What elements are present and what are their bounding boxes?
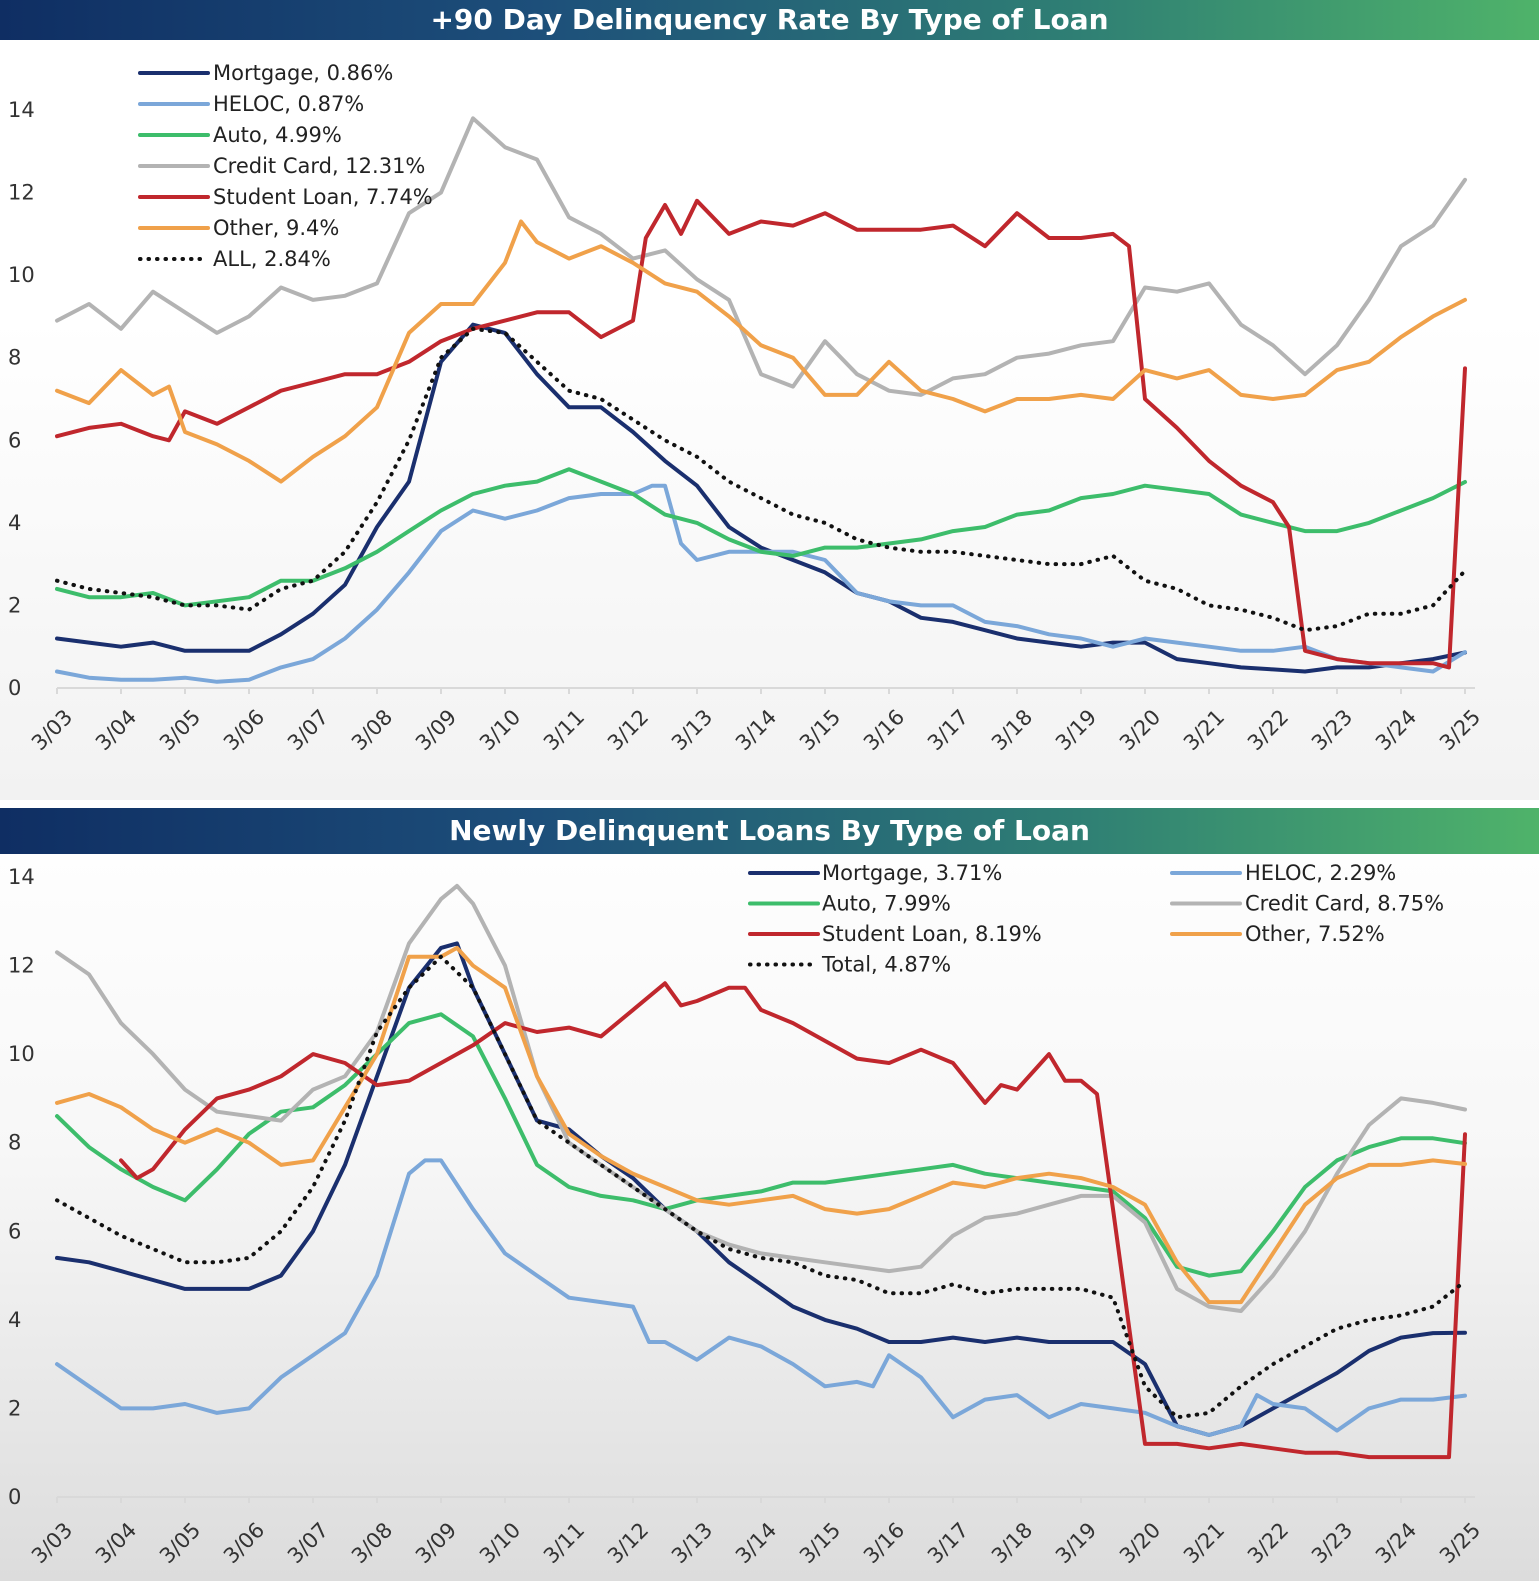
legend-label: Total, 4.87% bbox=[821, 953, 951, 977]
x-tick-label: 3/16 bbox=[859, 705, 909, 755]
legend-label: Other, 9.4% bbox=[213, 216, 339, 240]
legend-label: Mortgage, 0.86% bbox=[213, 61, 393, 85]
legend-label: Student Loan, 8.19% bbox=[822, 922, 1042, 946]
series-line-heloc bbox=[55, 483, 1467, 684]
x-tick-label: 3/22 bbox=[1243, 1518, 1293, 1568]
x-tick-label: 3/22 bbox=[1243, 705, 1293, 755]
series-line-student-loan bbox=[55, 198, 1467, 670]
x-tick-label: 3/06 bbox=[219, 705, 269, 755]
y-tick-label: 8 bbox=[8, 1131, 21, 1155]
series-line-mortgage bbox=[55, 941, 1467, 1437]
x-tick-label: 3/20 bbox=[1115, 1518, 1165, 1568]
x-tick-label: 3/05 bbox=[155, 705, 205, 755]
series-line-other bbox=[55, 219, 1467, 484]
legend-label: Mortgage, 3.71% bbox=[822, 861, 1002, 885]
x-tick-label: 3/04 bbox=[91, 1518, 141, 1568]
x-tick-label: 3/25 bbox=[1435, 705, 1485, 755]
chart-svg-1: 0 2 4 6 8 10 12 14 3/03 3/04 3/05 3/06 3/07 3/08 3/09 3… bbox=[8, 61, 1485, 755]
legend-label: Student Loan, 7.74% bbox=[213, 185, 433, 209]
y-tick-label: 6 bbox=[8, 428, 21, 452]
legend-label: ALL, 2.84% bbox=[213, 247, 331, 271]
x-tick-label: 3/13 bbox=[667, 1518, 717, 1568]
x-tick-label: 3/14 bbox=[731, 705, 781, 755]
x-tick-label: 3/23 bbox=[1307, 1518, 1357, 1568]
series-line-auto bbox=[55, 1012, 1467, 1278]
series-line-auto bbox=[55, 467, 1467, 608]
series-line-all bbox=[55, 326, 1467, 633]
chart-svg-2: 0 2 4 6 8 10 12 14 3/03 3/04 3/05 3/06 3/07 3/08 3/09 3… bbox=[8, 861, 1485, 1568]
y-tick-label: 14 bbox=[8, 98, 35, 122]
x-tick-label: 3/17 bbox=[923, 1518, 973, 1568]
x-tick-label: 3/15 bbox=[795, 705, 845, 755]
legend-label: Other, 7.52% bbox=[1245, 922, 1385, 946]
legend-label: Auto, 4.99% bbox=[213, 123, 342, 147]
y-tick-label: 4 bbox=[8, 1308, 21, 1332]
chart-panel-1: +90 Day Delinquency Rate By Type of Loan… bbox=[0, 0, 1539, 800]
chart-title: +90 Day Delinquency Rate By Type of Loan bbox=[0, 0, 1539, 40]
x-tick-label: 3/03 bbox=[27, 1518, 77, 1568]
x-tick-label: 3/07 bbox=[283, 1518, 333, 1568]
y-tick-label: 2 bbox=[8, 593, 21, 617]
x-tick-label: 3/18 bbox=[987, 705, 1037, 755]
x-tick-label: 3/11 bbox=[539, 1518, 589, 1568]
x-tick-label: 3/13 bbox=[667, 705, 717, 755]
series-line-other bbox=[55, 945, 1467, 1305]
legend-label: Auto, 7.99% bbox=[822, 892, 951, 916]
y-tick-label: 0 bbox=[8, 676, 21, 700]
x-tick-label: 3/24 bbox=[1371, 705, 1421, 755]
y-tick-label: 14 bbox=[8, 865, 35, 889]
y-tick-label: 8 bbox=[8, 346, 21, 370]
x-tick-label: 3/12 bbox=[603, 705, 653, 755]
y-tick-label: 12 bbox=[8, 954, 35, 978]
x-tick-label: 3/14 bbox=[731, 1518, 781, 1568]
x-tick-label: 3/10 bbox=[475, 1518, 525, 1568]
y-tick-label: 10 bbox=[8, 1042, 35, 1066]
x-tick-label: 3/11 bbox=[539, 705, 589, 755]
x-tick-label: 3/08 bbox=[347, 705, 397, 755]
legend-label: Credit Card, 8.75% bbox=[1245, 892, 1444, 916]
x-tick-label: 3/19 bbox=[1051, 1518, 1101, 1568]
x-tick-label: 3/20 bbox=[1115, 705, 1165, 755]
y-tick-label: 6 bbox=[8, 1219, 21, 1243]
x-tick-label: 3/09 bbox=[411, 705, 461, 755]
x-tick-label: 3/18 bbox=[987, 1518, 1037, 1568]
x-tick-label: 3/10 bbox=[475, 705, 525, 755]
chart-panel-2: Newly Delinquent Loans By Type of Loan 0… bbox=[0, 800, 1539, 1581]
x-tick-label: 3/25 bbox=[1435, 1518, 1485, 1568]
x-tick-label: 3/12 bbox=[603, 1518, 653, 1568]
x-tick-label: 3/24 bbox=[1371, 1518, 1421, 1568]
x-tick-label: 3/09 bbox=[411, 1518, 461, 1568]
x-tick-label: 3/21 bbox=[1179, 1518, 1229, 1568]
series-line-total bbox=[55, 954, 1467, 1420]
legend-label: Credit Card, 12.31% bbox=[213, 154, 425, 178]
x-tick-label: 3/17 bbox=[923, 705, 973, 755]
x-tick-label: 3/04 bbox=[91, 705, 141, 755]
legend-label: HELOC, 2.29% bbox=[1245, 861, 1396, 885]
x-tick-label: 3/05 bbox=[155, 1518, 205, 1568]
x-tick-label: 3/06 bbox=[219, 1518, 269, 1568]
y-tick-label: 4 bbox=[8, 511, 21, 535]
chart-title: Newly Delinquent Loans By Type of Loan bbox=[0, 808, 1539, 854]
series-line-heloc bbox=[55, 1158, 1467, 1437]
x-tick-label: 3/23 bbox=[1307, 705, 1357, 755]
series-line-mortgage bbox=[55, 322, 1467, 674]
x-tick-label: 3/16 bbox=[859, 1518, 909, 1568]
series-line-credit-card bbox=[55, 116, 1467, 397]
y-tick-label: 10 bbox=[8, 263, 35, 287]
series-line-student-loan bbox=[119, 981, 1467, 1460]
y-tick-label: 2 bbox=[8, 1396, 21, 1420]
x-tick-label: 3/15 bbox=[795, 1518, 845, 1568]
y-tick-label: 0 bbox=[8, 1485, 21, 1509]
series-line-credit-card bbox=[55, 883, 1467, 1313]
y-tick-label: 12 bbox=[8, 181, 35, 205]
x-tick-label: 3/19 bbox=[1051, 705, 1101, 755]
x-tick-label: 3/03 bbox=[27, 705, 77, 755]
x-tick-label: 3/21 bbox=[1179, 705, 1229, 755]
x-tick-label: 3/07 bbox=[283, 705, 333, 755]
legend-label: HELOC, 0.87% bbox=[213, 92, 364, 116]
x-tick-label: 3/08 bbox=[347, 1518, 397, 1568]
